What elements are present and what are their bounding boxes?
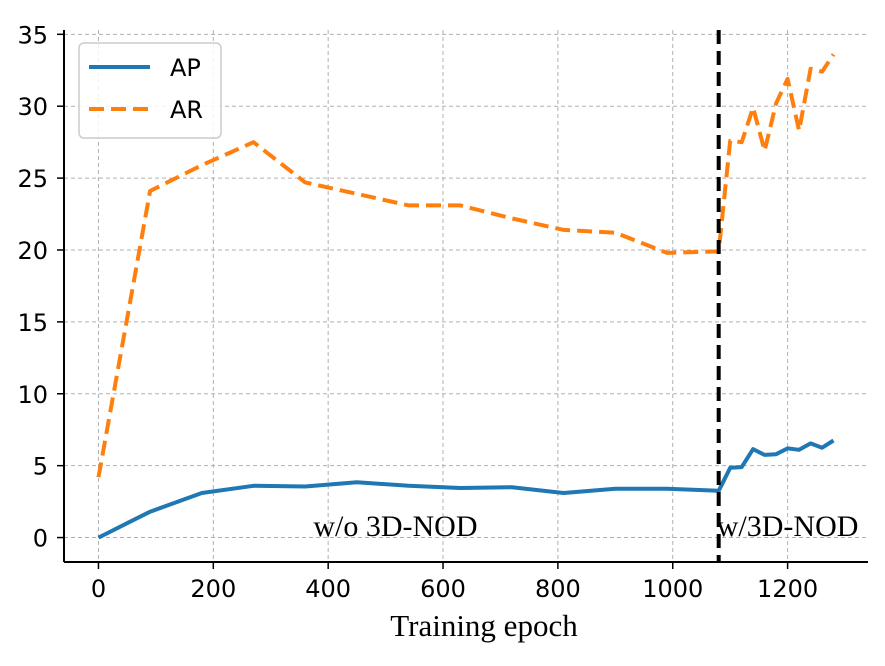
- series-lines: [96, 53, 836, 540]
- y-tick-label: 0: [33, 525, 48, 553]
- x-axis-label: Training epoch: [390, 608, 578, 643]
- legend: AP AR: [78, 42, 222, 139]
- legend-label-ar: AR: [170, 96, 203, 124]
- y-tick-label: 5: [33, 453, 48, 481]
- x-tick-label: 600: [420, 575, 466, 603]
- y-tick-label: 35: [17, 21, 48, 49]
- tick-labels: 0 200 400 600 800 1000 1200 0 5 10 15 20 25 30 35: [17, 21, 818, 603]
- annotation-label: w/o 3D-NOD: [313, 510, 477, 543]
- series-line-ap: [97, 438, 835, 540]
- x-tick-label: 400: [305, 575, 351, 603]
- y-tick-label: 15: [17, 309, 48, 337]
- y-tick-label: 10: [17, 381, 48, 409]
- x-tick-label: 200: [190, 575, 236, 603]
- x-tick-label: 1200: [757, 575, 818, 603]
- series-line-ar: [96, 53, 836, 478]
- x-tick-label: 0: [91, 575, 106, 603]
- x-tick-label: 1000: [642, 575, 703, 603]
- legend-label-ap: AP: [170, 54, 201, 82]
- axes: [57, 30, 868, 569]
- y-tick-label: 20: [17, 237, 48, 265]
- annotations: w/o 3D-NOD w/3D-NOD: [313, 510, 858, 543]
- x-tick-label: 800: [535, 575, 581, 603]
- y-tick-label: 25: [17, 165, 48, 193]
- y-tick-label: 30: [17, 93, 48, 121]
- annotation-label: w/3D-NOD: [717, 510, 859, 543]
